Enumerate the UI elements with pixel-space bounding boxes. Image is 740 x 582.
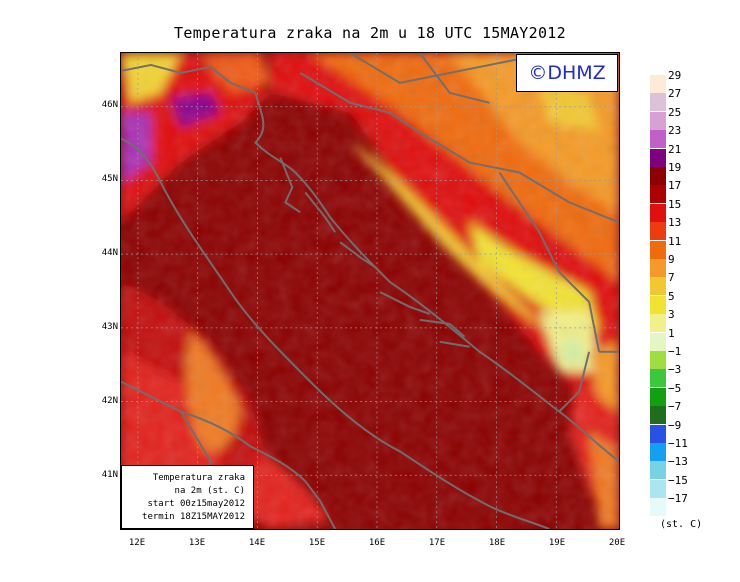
coastlines (121, 53, 619, 529)
legend-label: 25 (668, 105, 682, 119)
legend-label: 19 (668, 161, 682, 174)
legend-swatch (650, 443, 666, 461)
legend-label: 9 (668, 253, 675, 266)
legend-swatch (650, 498, 666, 517)
legend-swatch (650, 387, 666, 406)
temperature-map (120, 52, 620, 530)
legend-label: 17 (668, 179, 682, 193)
legend-label: −15 (668, 473, 688, 487)
info-line-start: start 00z15may2012 (147, 499, 245, 509)
info-line-units: na 2m (st. C) (174, 486, 245, 496)
legend-label: −1 (668, 345, 682, 358)
lat-label-45n: 45N (101, 174, 118, 184)
lat-label-44n: 44N (101, 248, 118, 258)
legend-swatch (650, 167, 666, 185)
lon-label-13e: 13E (188, 538, 206, 548)
info-line-termin: termin 18Z15MAY2012 (142, 512, 245, 522)
legend-swatch (650, 259, 666, 277)
legend-swatch (650, 461, 666, 480)
legend-swatch (650, 277, 666, 296)
legend-swatch (650, 75, 666, 93)
lon-label-12e: 12E (128, 538, 146, 548)
lon-label-20e: 20E (608, 538, 626, 548)
legend-swatch (650, 406, 666, 425)
info-line-variable: Temperatura zraka (152, 473, 245, 483)
map-info-box: Temperatura zraka na 2m (st. C) start 00… (121, 465, 254, 529)
lon-label-15e: 15E (308, 538, 326, 548)
legend-swatch (650, 185, 666, 204)
legend-label: −5 (668, 381, 682, 395)
legend-swatch (650, 111, 666, 130)
lat-label-46n: 46N (101, 100, 118, 110)
legend-label: 23 (668, 124, 682, 138)
legend-label: 29 (668, 69, 682, 82)
legend-swatch (650, 351, 666, 369)
legend-label: 1 (668, 326, 675, 340)
legend-swatch (650, 148, 666, 167)
legend-label: −13 (668, 455, 688, 469)
legend-label: 15 (668, 197, 682, 211)
legend-label: −3 (668, 363, 682, 377)
legend-label: 11 (668, 234, 682, 248)
legend-label: −17 (668, 492, 688, 506)
lat-label-41n: 41N (101, 470, 118, 480)
legend-swatch (650, 93, 666, 112)
lon-label-16e: 16E (368, 538, 386, 548)
legend-label: −9 (668, 418, 682, 432)
legend-label: 3 (668, 308, 675, 322)
legend-swatch (650, 314, 666, 333)
map-title: Temperatura zraka na 2m u 18 UTC 15MAY20… (174, 24, 566, 42)
legend-swatch (650, 424, 666, 443)
legend-label: 21 (668, 142, 682, 156)
legend-swatch (650, 203, 666, 222)
lat-label-42n: 42N (101, 396, 118, 406)
legend-label: 13 (668, 216, 682, 230)
color-legend (650, 75, 670, 517)
legend-swatch (650, 222, 666, 241)
legend-swatch (650, 369, 666, 388)
lon-label-17e: 17E (428, 538, 446, 548)
legend-label: 5 (668, 289, 675, 303)
legend-label: −11 (668, 437, 688, 450)
legend-swatch (650, 332, 666, 351)
legend-label: −7 (668, 400, 682, 414)
lat-label-43n: 43N (101, 322, 118, 332)
legend-units: (st. C) (660, 519, 703, 530)
legend-label: 7 (668, 271, 675, 285)
legend-swatch (650, 479, 666, 498)
dhmz-badge: ©DHMZ (516, 54, 618, 92)
legend-label: 27 (668, 87, 682, 101)
lon-label-14e: 14E (248, 538, 266, 548)
lon-label-18e: 18E (488, 538, 506, 548)
legend-swatch (650, 240, 666, 259)
lon-label-19e: 19E (548, 538, 566, 548)
legend-swatch (650, 130, 666, 149)
legend-swatch (650, 295, 666, 314)
